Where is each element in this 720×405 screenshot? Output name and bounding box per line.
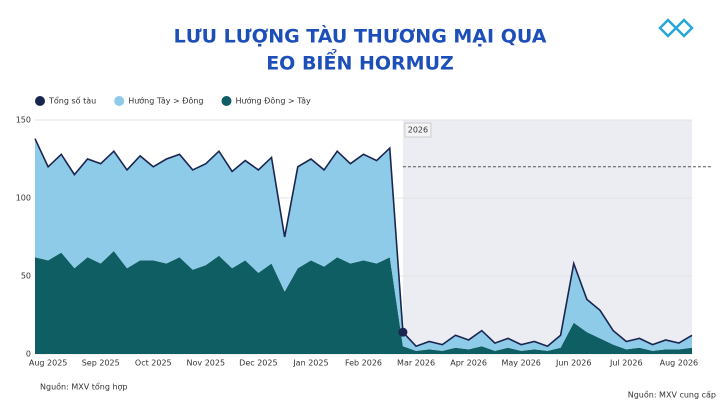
x-tick-label: Oct 2025 [135,359,172,368]
x-tick-label: Nov 2025 [187,359,226,368]
x-tick-label: Jun 2026 [555,359,591,368]
logo [658,18,694,38]
x-tick-label: Feb 2026 [345,359,382,368]
area [35,251,692,354]
legend-label: Hướng Tây > Đông [128,96,203,106]
x-tick-label: May 2026 [501,359,540,368]
total-line [34,138,693,348]
x-tick-label: Jan 2025 [292,359,328,368]
x-tick-label: Dec 2025 [239,359,277,368]
annotation-box [404,122,432,138]
chart-title: EO BIỂN HORMUZ [266,49,454,75]
y-tick-label: 100 [16,194,31,203]
legend-label: Hướng Đông > Tây [235,96,311,106]
drop-marker [398,327,408,337]
y-tick-label: 50 [21,272,31,281]
area [35,138,692,351]
x-tick-label: Mar 2026 [397,359,435,368]
x-tick-label: Aug 2025 [29,359,68,368]
source: Nguồn: MXV tổng hợp [40,382,128,392]
legend-marker [35,96,45,106]
chart-title: LƯU LƯỢNG TÀU THƯƠNG MẠI QUA [174,25,547,48]
legend-marker [221,96,232,106]
x-tick-label: Apr 2026 [450,359,487,368]
y-tick-label: 150 [16,116,31,125]
credit: Nguồn: MXV cung cấp [628,390,716,400]
annotation: 2026 [408,126,428,135]
legend-marker [114,96,125,106]
y-tick-label: 0 [26,350,31,359]
x-tick-label: Jul 2026 [609,359,643,368]
highlight-region [402,120,692,354]
x-tick-label: Aug 2026 [660,359,699,368]
x-tick-label: Sep 2025 [82,359,120,368]
legend-label: Tổng số tàu [48,96,96,106]
